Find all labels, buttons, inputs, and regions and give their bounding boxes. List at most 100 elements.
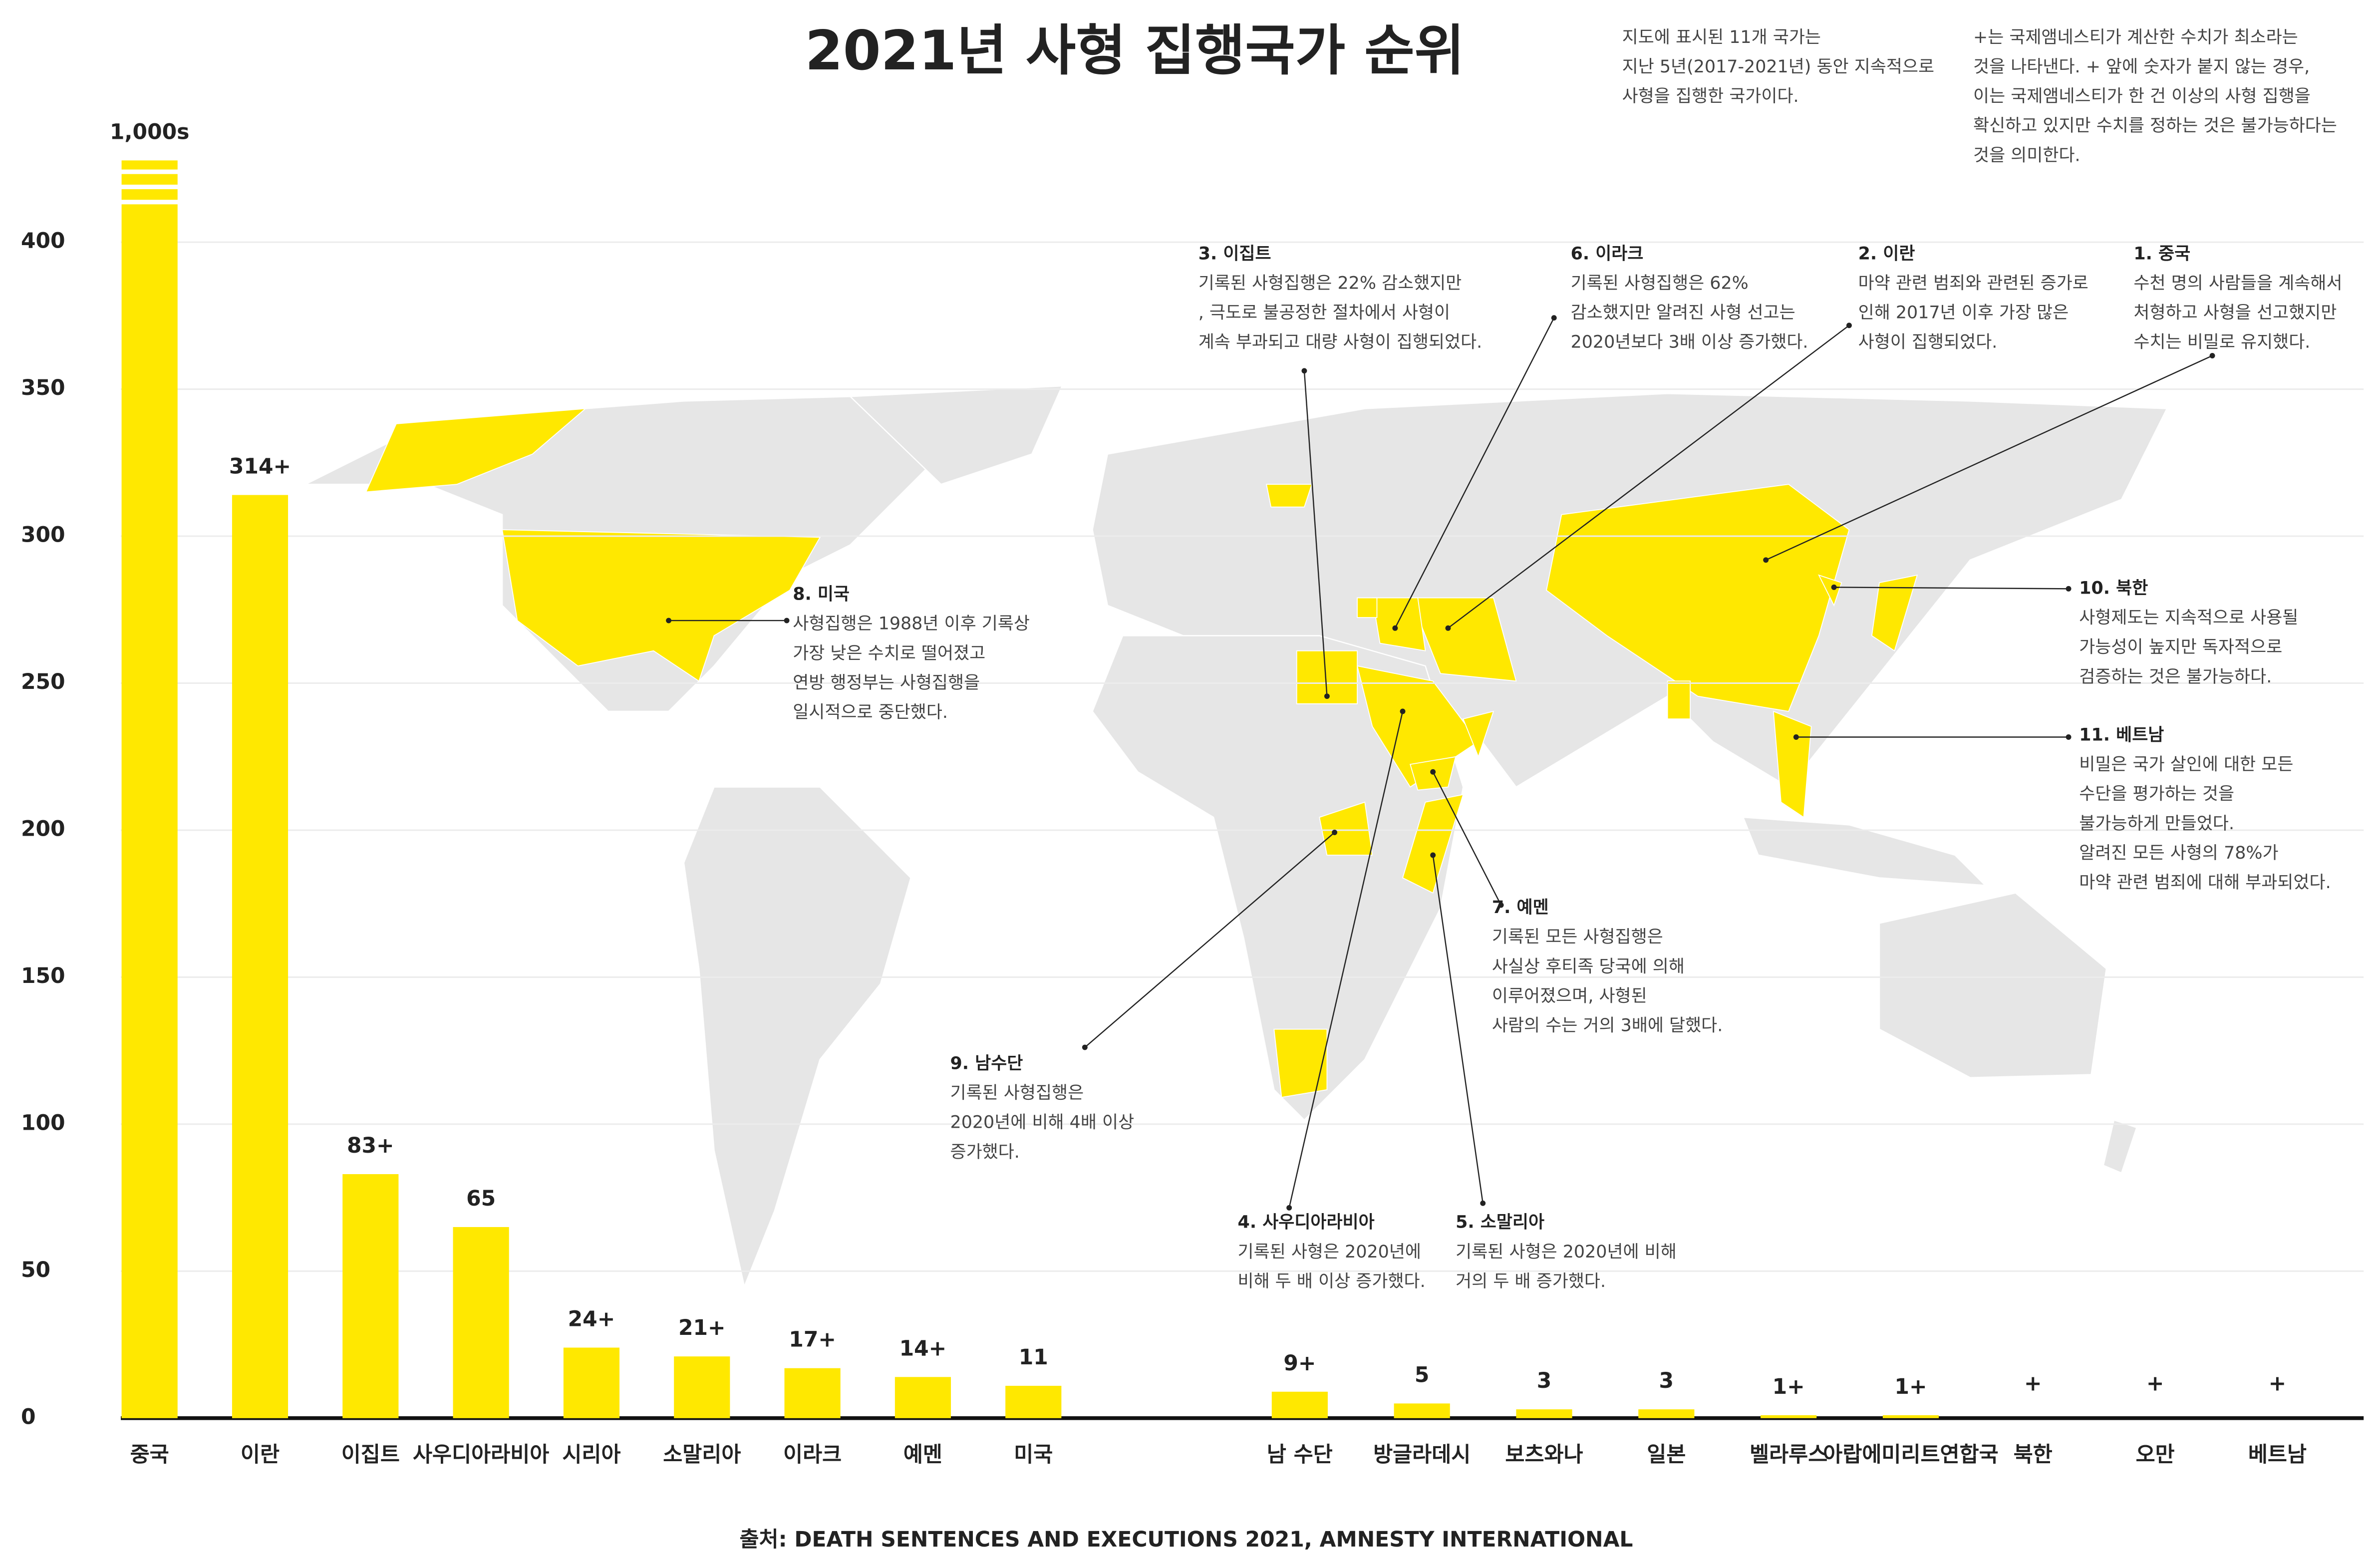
chart-title: 2021년 사형 집행국가 순위 [805, 19, 1465, 82]
annotation-text: 거의 두 배 증가했다. [1456, 1271, 1606, 1291]
y-tick-label: 250 [21, 670, 65, 694]
leader-dot [1332, 830, 1338, 835]
annotation-text: 수치는 비밀로 유지했다. [2133, 332, 2310, 352]
annotation-title: 3. 이집트 [1198, 244, 1271, 264]
value-label: 65 [466, 1187, 496, 1211]
annotation-text: 처형하고 사형을 선고했지만 [2133, 303, 2337, 323]
annotation-title: 1. 중국 [2133, 244, 2190, 264]
annotation-title: 5. 소말리아 [1456, 1213, 1544, 1233]
leader-dot [784, 618, 790, 624]
annotation-text: 기록된 사형은 2020년에 [1238, 1242, 1421, 1262]
value-label: 3 [1659, 1369, 1674, 1393]
x-tick-label: 시리아 [562, 1443, 620, 1467]
leader-dot [1480, 1200, 1486, 1206]
note: 지도에 표시된 11개 국가는 [1622, 27, 1821, 47]
bar [1638, 1409, 1695, 1418]
leader-dot [1846, 322, 1852, 328]
leader-dot [1793, 734, 1799, 740]
leader-dot [1286, 1205, 1292, 1211]
x-tick-label: 방글라데시 [1373, 1443, 1471, 1467]
note: 것을 의미한다. [1973, 145, 2080, 165]
annotation-text: 기록된 사형집행은 62% [1571, 273, 1749, 293]
leader-dot [1498, 902, 1504, 908]
leader-dot [2209, 353, 2215, 358]
leader-line [1288, 711, 1404, 1208]
value-label: + [2024, 1372, 2042, 1396]
axis-break [120, 200, 179, 205]
source: 출처: DEATH SENTENCES AND EXECUTIONS 2021,… [739, 1528, 1633, 1552]
annotation-text: 수단을 평가하는 것을 [2079, 784, 2234, 804]
axis-break [120, 184, 179, 189]
x-tick-label: 오만 [2136, 1443, 2175, 1467]
value-label: 14+ [899, 1336, 947, 1361]
value-label: 1+ [1894, 1375, 1927, 1399]
leader-line [1766, 355, 2213, 561]
annotation-text: 불가능하게 만들었다. [2079, 814, 2234, 834]
x-tick-label: 사우디아라비아 [413, 1443, 549, 1467]
annotation-text: 연방 행정부는 사형집행을 [793, 673, 980, 693]
leader-dot [1082, 1044, 1088, 1050]
leader-line [1834, 587, 2069, 590]
y-tick-label: 100 [21, 1111, 65, 1135]
note: +는 국제앰네스티가 계산한 수치가 최소라는 [1973, 27, 2298, 47]
annotation-text: 검증하는 것은 불가능하다. [2079, 667, 2272, 687]
value-label: 83+ [347, 1134, 394, 1158]
world-map [305, 385, 2168, 1289]
value-label: + [2146, 1372, 2164, 1396]
leader-dot [1400, 708, 1406, 714]
bar [121, 160, 178, 1418]
annotation-text: 사람의 수는 거의 3배에 달했다. [1492, 1016, 1723, 1036]
x-tick-label: 북한 [2014, 1443, 2053, 1467]
annotation-title: 2. 이란 [1858, 244, 1915, 264]
x-tick-label: 미국 [1014, 1443, 1053, 1467]
x-tick-label: 이란 [241, 1443, 280, 1467]
value-label: 5 [1415, 1363, 1430, 1387]
leader-dot [1324, 693, 1330, 699]
annotation-text: 사형제도는 지속적으로 사용될 [2079, 608, 2298, 628]
leader-line [1394, 317, 1555, 628]
bar [342, 1174, 399, 1418]
annotation-title: 8. 미국 [793, 585, 850, 605]
x-tick-label: 남 수단 [1267, 1443, 1333, 1467]
annotation-title: 9. 남수단 [950, 1053, 1023, 1073]
annotation-title: 11. 베트남 [2079, 725, 2164, 745]
annotation-text: 이루어졌으며, 사형된 [1492, 986, 1647, 1006]
annotation-text: 비밀은 국가 살인에 대한 모든 [2079, 755, 2293, 775]
annotation-text: , 극도로 불공정한 절차에서 사형이 [1198, 303, 1450, 323]
annotation-text: 사형이 집행되었다. [1858, 332, 1998, 352]
bar [453, 1227, 509, 1418]
leader-line [1084, 832, 1335, 1048]
leader-dot [1445, 625, 1451, 631]
value-label: 314+ [229, 455, 291, 479]
value-label: 3 [1537, 1369, 1552, 1393]
annotation-text: 마약 관련 범죄에 대해 부과되었다. [2079, 873, 2331, 893]
y-tick-label: 300 [21, 523, 65, 548]
x-tick-label: 보츠와나 [1505, 1443, 1583, 1467]
annotation-title: 4. 사우디아라비아 [1238, 1213, 1375, 1233]
x-tick-label: 이라크 [783, 1443, 842, 1467]
leader-line [1432, 771, 1502, 906]
value-label: 1+ [1773, 1375, 1805, 1399]
bar [894, 1377, 951, 1418]
annotation-text: 기록된 모든 사형집행은 [1492, 927, 1663, 947]
bar [563, 1347, 620, 1418]
value-label: 21+ [678, 1316, 726, 1340]
annotation-text: 사형집행은 1988년 이후 기록상 [793, 614, 1030, 634]
value-label: 24+ [568, 1307, 615, 1331]
x-tick-label: 소말리아 [663, 1443, 741, 1467]
annotation-title: 10. 북한 [2079, 578, 2148, 598]
note: 이는 국제앰네스티가 한 건 이상의 사형 집행을 [1973, 86, 2311, 106]
x-tick-label: 일본 [1647, 1443, 1686, 1467]
bar [1271, 1391, 1328, 1418]
annotation-text: 알려진 모든 사형의 78%가 [2079, 843, 2278, 863]
bar [1005, 1386, 1062, 1418]
bar [674, 1356, 730, 1418]
y-tick-label: 350 [21, 376, 65, 400]
note: 것을 나타낸다. + 앞에 숫자가 붙지 않는 경우, [1973, 57, 2310, 77]
annotation-title: 6. 이라크 [1571, 244, 1644, 264]
annotation-text: 기록된 사형집행은 22% 감소했지만 [1198, 273, 1462, 293]
annotation-text: 비해 두 배 이상 증가했다. [1238, 1271, 1426, 1291]
bar [1394, 1403, 1450, 1418]
x-tick-label: 벨라루스 [1750, 1443, 1827, 1467]
